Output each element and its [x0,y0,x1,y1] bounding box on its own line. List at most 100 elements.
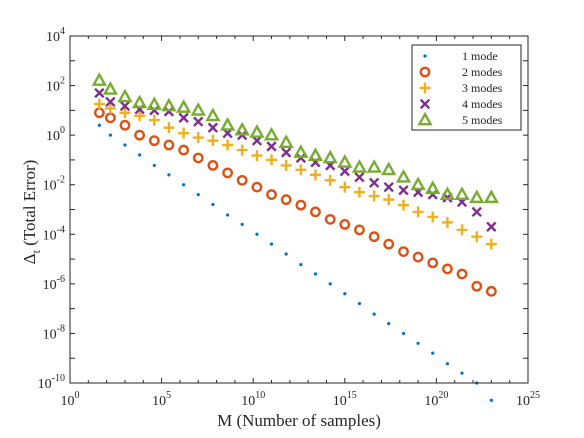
data-point [439,186,456,200]
data-point [339,166,350,177]
data-point [368,231,380,243]
x-tick-label-base: 10 [241,394,255,409]
data-point [310,206,321,218]
legend-box [411,44,522,131]
data-point [123,143,127,147]
y-tick-label-base: 10 [43,228,57,243]
data-point [152,163,156,168]
data-point [205,107,221,122]
y-tick-label-base: 10 [38,377,52,392]
data-point [412,251,424,263]
data-point [398,185,409,196]
data-point [431,351,435,355]
legend-label: 3 modes [462,81,503,95]
data-point [351,159,368,173]
legend: 1 mode 2 modes 3 modes 4 modes 5 modes [411,44,522,131]
data-point [219,117,236,131]
y-tick-label: 100 [46,125,65,144]
x-tick-label-exponent: 10 [255,390,265,401]
data-point [456,224,468,236]
data-point [372,312,376,316]
data-point [119,107,131,119]
data-point [163,106,175,117]
x-tick-label-exponent: 15 [347,390,357,401]
data-point [471,206,482,218]
y-tick-label: 10-8 [43,323,65,342]
data-point [266,141,277,152]
data-point [119,119,131,131]
y-tick-label-exponent: -6 [57,274,65,285]
y-tick-label-base: 10 [43,278,57,293]
x-tick-label: 1020 [424,390,448,409]
data-point [207,160,219,171]
data-point [280,194,292,206]
data-point [339,219,351,230]
data-point [383,238,395,250]
data-point [108,133,112,137]
data-point [190,102,206,116]
data-point [486,221,497,232]
plot-layer [91,72,500,402]
data-point [134,129,146,141]
data-point [395,168,412,183]
y-tick-label-exponent: 2 [60,76,65,87]
x-tick-label: 1010 [241,390,265,409]
y-axis-label: Δt (Total Error) [20,160,43,265]
data-point [324,174,336,186]
y-tick-label-exponent: 4 [60,26,65,37]
data-point [322,149,338,164]
series-3 [93,98,497,250]
data-point [196,192,200,197]
data-point [309,169,321,181]
data-point [263,126,280,141]
data-point [489,398,493,402]
x-tick-label-base: 10 [424,394,438,409]
y-tick-label-base: 10 [46,80,60,95]
data-point [295,164,307,176]
data-point [295,199,307,211]
legend-marker [419,98,431,110]
y-tick-label-exponent: -2 [57,175,65,186]
data-point [149,105,160,116]
data-point [251,135,263,146]
data-point [445,362,450,366]
y-tick-label-exponent: 0 [60,125,65,136]
data-point [161,97,177,112]
data-point [397,199,409,211]
data-point [366,159,382,173]
data-point [104,102,116,114]
data-point [425,180,441,194]
data-point [368,190,380,202]
data-point [192,152,204,164]
x-tick-label-base: 10 [152,394,166,409]
data-point [236,174,248,186]
data-point [167,173,171,177]
data-point [102,81,119,95]
y-axis-label-text: (Total Error) [20,160,39,250]
x-tick-label: 105 [152,390,171,409]
data-point [278,134,294,149]
data-point [427,257,439,269]
data-point [222,139,234,151]
legend-label: 5 modes [462,113,503,127]
y-axis-label-symbol: Δ [20,253,39,264]
x-tick-label-exponent: 25 [530,390,540,401]
data-point [483,189,500,204]
x-axis-label: M (Number of samples) [217,411,381,430]
data-point [236,144,248,156]
data-point [441,216,453,228]
data-point [193,116,204,127]
data-point [281,147,292,158]
x-tick-label: 1015 [333,390,357,409]
data-point [255,232,259,236]
data-point [416,341,420,345]
legend-entries: 1 mode 2 modes 3 modes 4 modes 5 modes [417,49,503,127]
data-point [207,122,219,133]
data-point [94,87,105,99]
data-point [460,371,464,375]
data-point [176,99,192,113]
data-point [339,181,351,193]
data-point [163,122,175,134]
x-tick-label-base: 10 [516,394,530,409]
